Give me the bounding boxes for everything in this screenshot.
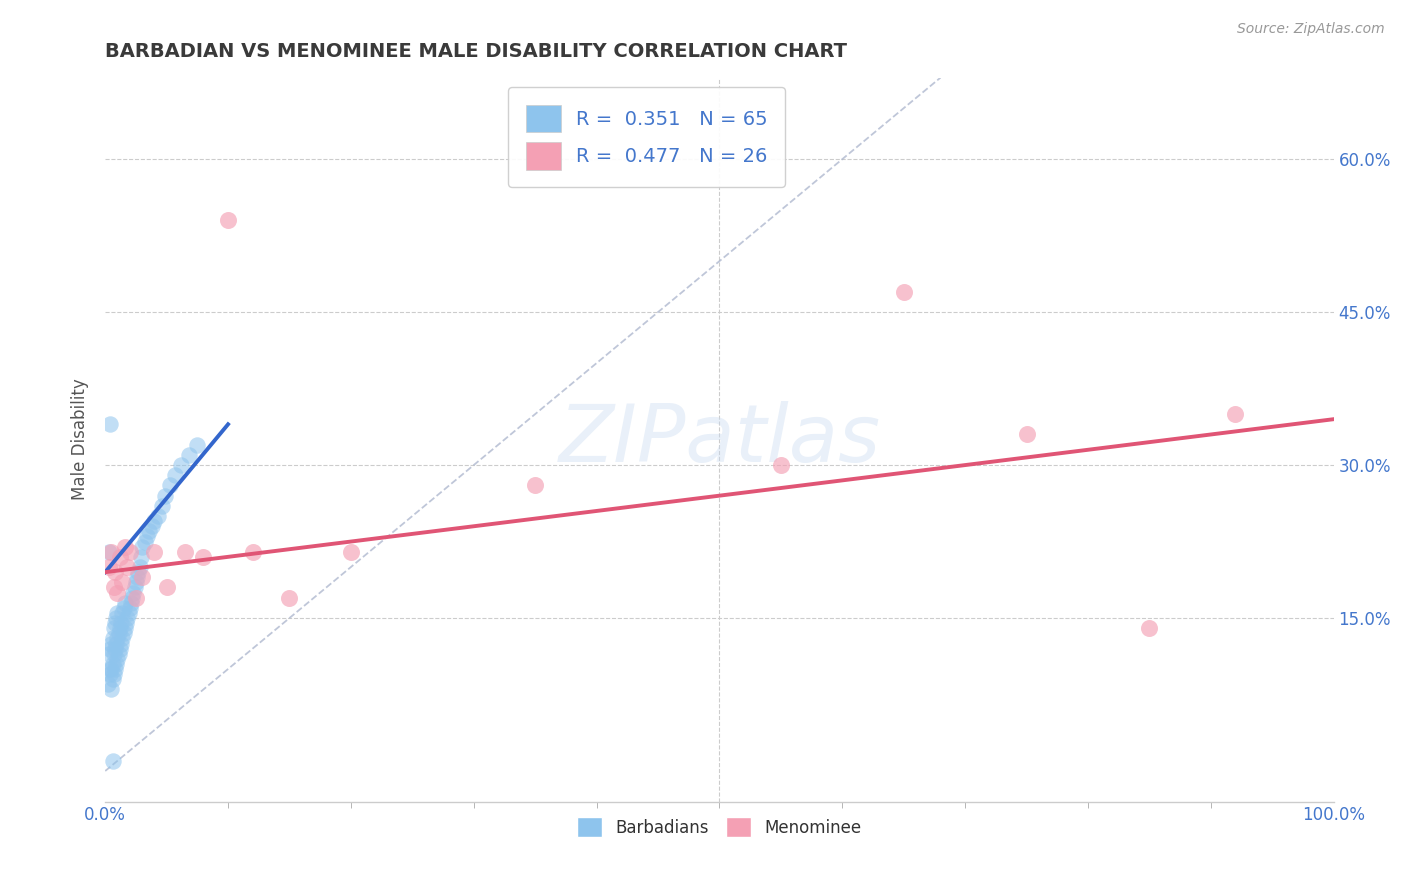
Point bbox=[893, 285, 915, 299]
Point bbox=[110, 636, 132, 650]
Point bbox=[120, 596, 142, 610]
Point bbox=[103, 621, 125, 635]
Text: ZIPatlas: ZIPatlas bbox=[558, 401, 880, 479]
Point bbox=[101, 754, 124, 768]
Point bbox=[97, 677, 120, 691]
Point bbox=[146, 509, 169, 524]
Point bbox=[131, 540, 153, 554]
Point bbox=[105, 657, 128, 671]
Point bbox=[101, 632, 124, 646]
Point bbox=[112, 626, 135, 640]
Point bbox=[1225, 407, 1247, 421]
Point bbox=[118, 545, 141, 559]
Point bbox=[114, 621, 136, 635]
Point bbox=[98, 667, 121, 681]
Point bbox=[100, 662, 122, 676]
Point bbox=[112, 600, 135, 615]
Point bbox=[110, 616, 132, 631]
Point bbox=[177, 448, 200, 462]
Point bbox=[98, 641, 121, 656]
Point bbox=[127, 570, 149, 584]
Point bbox=[104, 565, 127, 579]
Point bbox=[117, 560, 139, 574]
Point bbox=[98, 417, 121, 432]
Point bbox=[174, 545, 197, 559]
Point bbox=[125, 591, 148, 605]
Point bbox=[97, 545, 120, 559]
Point bbox=[111, 632, 134, 646]
Point bbox=[107, 606, 129, 620]
Point bbox=[1015, 427, 1038, 442]
Point bbox=[278, 591, 301, 605]
Point bbox=[107, 626, 129, 640]
Text: Source: ZipAtlas.com: Source: ZipAtlas.com bbox=[1237, 22, 1385, 37]
Point bbox=[143, 545, 166, 559]
Point bbox=[111, 606, 134, 620]
Point bbox=[134, 534, 156, 549]
Point bbox=[105, 611, 128, 625]
Point bbox=[242, 545, 264, 559]
Point bbox=[97, 560, 120, 574]
Point bbox=[143, 514, 166, 528]
Point bbox=[524, 478, 547, 492]
Point bbox=[114, 596, 136, 610]
Point bbox=[156, 581, 179, 595]
Point bbox=[103, 667, 125, 681]
Point bbox=[100, 636, 122, 650]
Point bbox=[114, 540, 136, 554]
Point bbox=[107, 632, 129, 646]
Point bbox=[107, 652, 129, 666]
Point bbox=[107, 585, 129, 599]
Point bbox=[159, 478, 181, 492]
Point bbox=[127, 565, 149, 579]
Point bbox=[217, 213, 239, 227]
Point bbox=[111, 575, 134, 590]
Point bbox=[186, 438, 208, 452]
Point bbox=[136, 529, 159, 543]
Point bbox=[104, 641, 127, 656]
Point bbox=[128, 560, 150, 574]
Point bbox=[107, 647, 129, 661]
Point bbox=[340, 545, 363, 559]
Point bbox=[97, 662, 120, 676]
Point bbox=[103, 647, 125, 661]
Point bbox=[104, 662, 127, 676]
Point bbox=[150, 499, 173, 513]
Point bbox=[105, 636, 128, 650]
Point bbox=[115, 616, 138, 631]
Point bbox=[155, 489, 177, 503]
Point bbox=[117, 606, 139, 620]
Point bbox=[108, 549, 131, 564]
Point bbox=[193, 549, 215, 564]
Point bbox=[769, 458, 792, 472]
Text: BARBADIAN VS MENOMINEE MALE DISABILITY CORRELATION CHART: BARBADIAN VS MENOMINEE MALE DISABILITY C… bbox=[105, 42, 848, 61]
Point bbox=[129, 549, 152, 564]
Point bbox=[122, 585, 145, 599]
Point bbox=[108, 621, 131, 635]
Point bbox=[108, 641, 131, 656]
Point bbox=[100, 682, 122, 697]
Point bbox=[131, 570, 153, 584]
Point bbox=[117, 611, 139, 625]
Point bbox=[118, 600, 141, 615]
Point bbox=[103, 581, 125, 595]
Point bbox=[138, 524, 160, 539]
Point bbox=[100, 545, 122, 559]
Legend: Barbadians, Menominee: Barbadians, Menominee bbox=[571, 810, 868, 844]
Point bbox=[97, 647, 120, 661]
Point bbox=[101, 672, 124, 686]
Point bbox=[165, 468, 187, 483]
Y-axis label: Male Disability: Male Disability bbox=[72, 379, 89, 500]
Point bbox=[121, 591, 143, 605]
Point bbox=[170, 458, 193, 472]
Point bbox=[104, 616, 127, 631]
Point bbox=[141, 519, 163, 533]
Point bbox=[124, 581, 146, 595]
Point bbox=[1137, 621, 1160, 635]
Point bbox=[101, 657, 124, 671]
Point bbox=[125, 575, 148, 590]
